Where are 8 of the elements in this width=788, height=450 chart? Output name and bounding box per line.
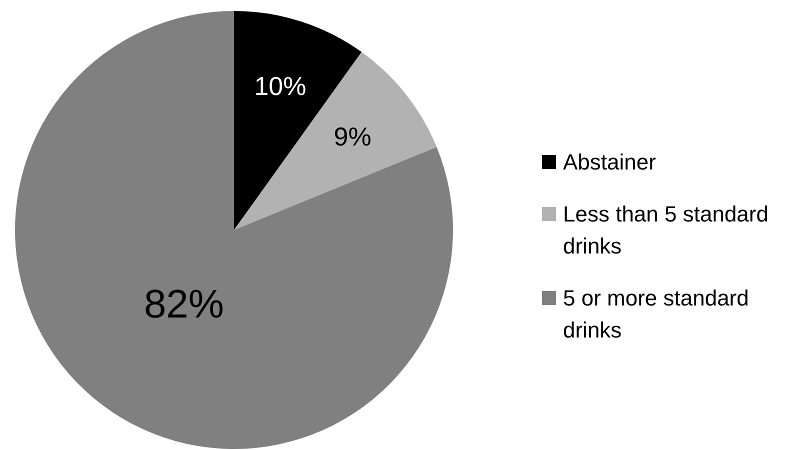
legend-label: Less than 5 standard drinks	[563, 202, 768, 258]
data-label: 82%	[144, 282, 224, 327]
legend-label: 5 or more standard drinks	[563, 286, 749, 342]
pie-slice	[234, 52, 437, 230]
data-label: 10%	[254, 71, 306, 102]
data-label: 9%	[334, 121, 372, 152]
pie-slice	[15, 11, 453, 449]
legend-label: Abstainer	[563, 150, 656, 174]
